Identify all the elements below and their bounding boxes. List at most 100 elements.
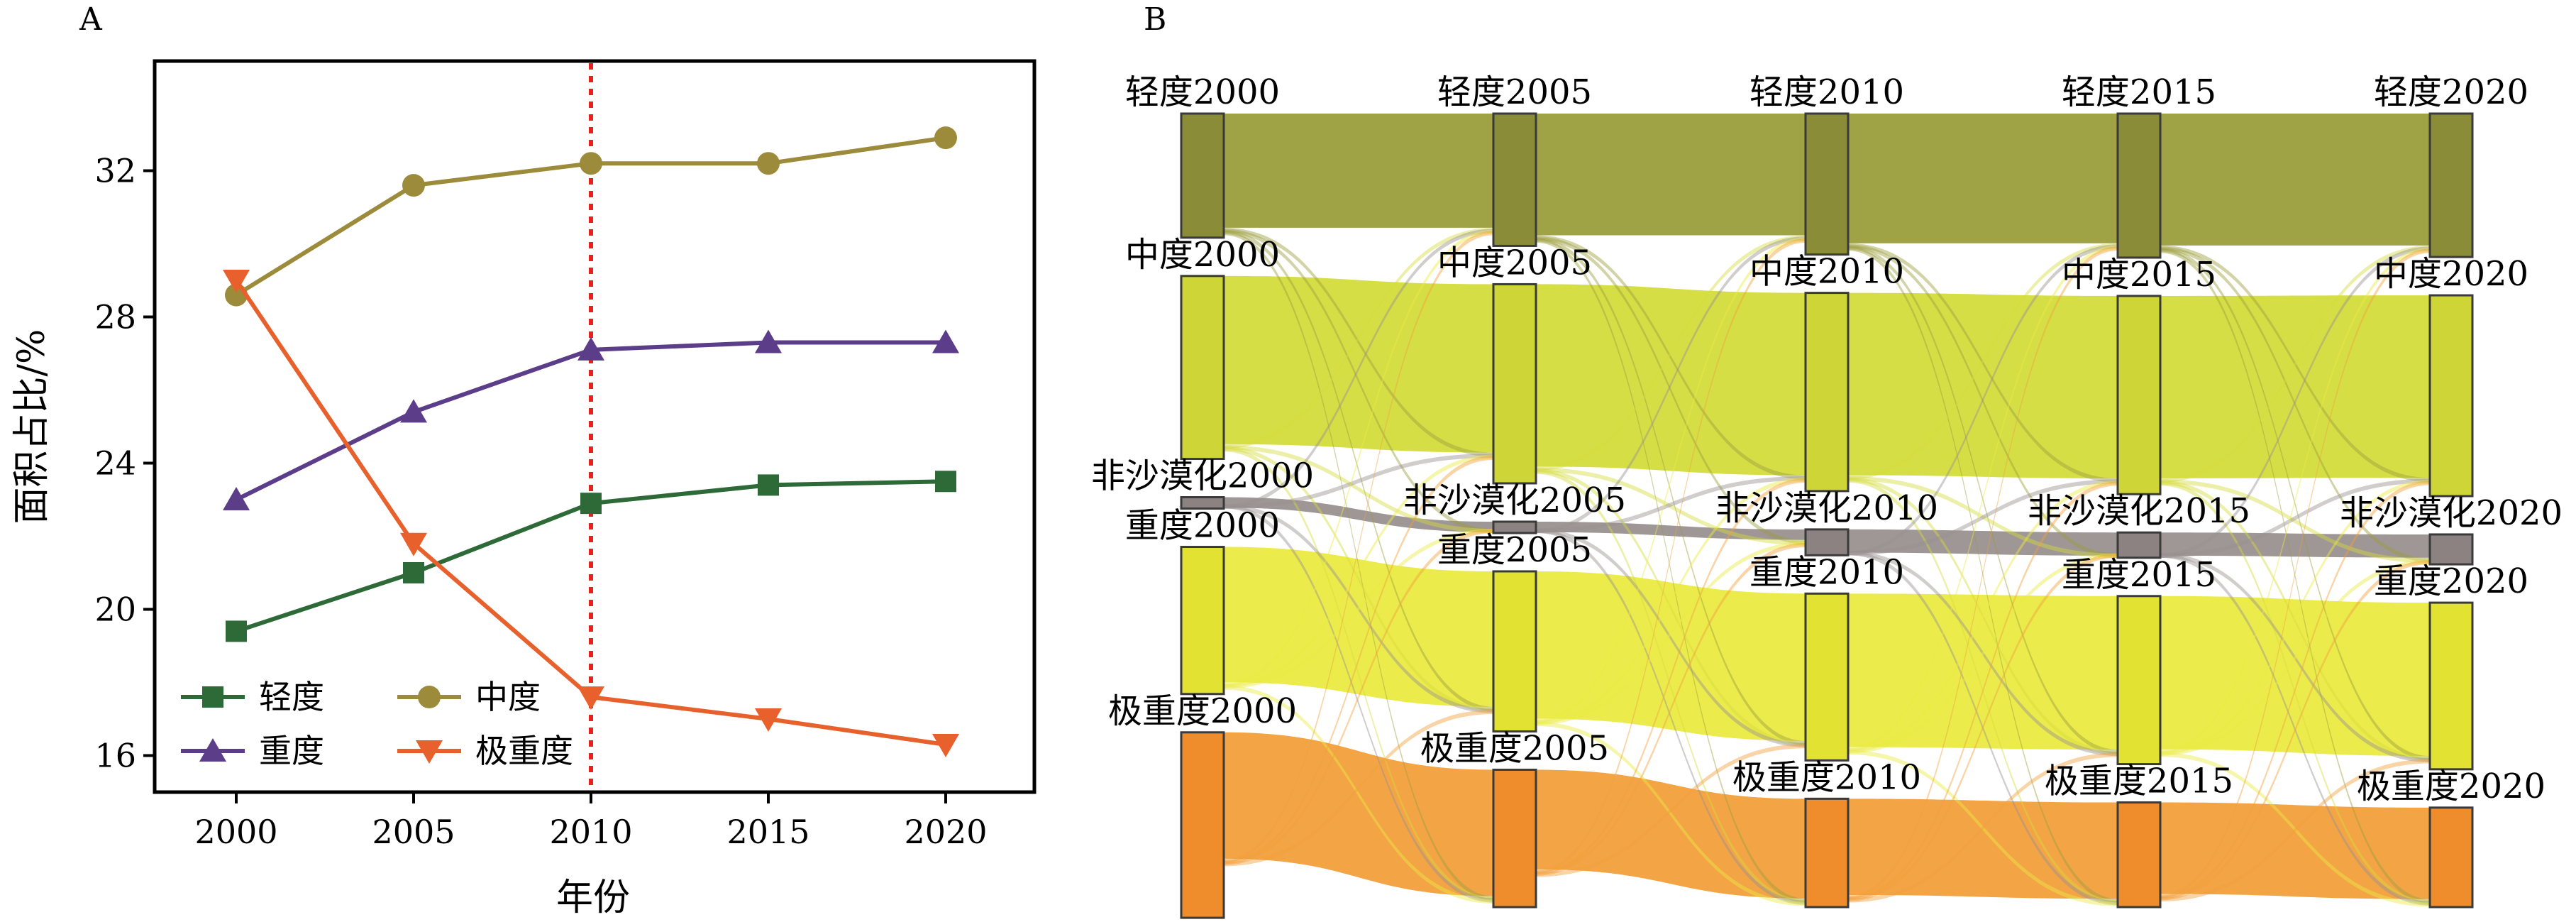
node-none-2000 xyxy=(1180,496,1225,510)
flow-moderate-to-light xyxy=(2160,245,2430,483)
node-label: 中度2005 xyxy=(1437,243,1592,282)
node-label: 极重度2010 xyxy=(1732,757,1921,797)
flow-light-to-severe xyxy=(2160,247,2430,761)
legend-item: 中度 xyxy=(397,678,541,716)
node-moderate-2015 xyxy=(2116,295,2162,495)
flow-light-to-extreme xyxy=(1224,231,1493,901)
flow-light-to-moderate xyxy=(1536,235,1806,480)
series-square xyxy=(226,471,956,642)
flow-light-to-light xyxy=(2160,114,2430,246)
node-label: 中度2020 xyxy=(2374,254,2528,294)
flow-none-to-extreme xyxy=(1536,528,1806,905)
flow-severe-to-none xyxy=(1848,553,2118,754)
flow-none-to-light xyxy=(1848,244,2118,556)
flow-moderate-to-extreme xyxy=(1848,478,2118,904)
flow-severe-to-severe xyxy=(1224,547,1493,707)
flow-extreme-to-extreme xyxy=(2160,802,2430,899)
data-point xyxy=(400,532,427,556)
flow-light-to-none xyxy=(1536,236,1806,544)
flow-light-to-none xyxy=(1848,244,2118,558)
node-moderate-2005 xyxy=(1492,282,1537,485)
flow-moderate-to-none xyxy=(1536,467,1806,546)
node-label: 重度2015 xyxy=(2062,555,2216,595)
series-triangle-down xyxy=(223,270,959,758)
flow-extreme-to-extreme xyxy=(1224,732,1493,896)
y-tick-label: 20 xyxy=(94,591,136,629)
node-extreme-2015 xyxy=(2116,801,2162,909)
node-label: 中度2000 xyxy=(1125,235,1280,275)
flow-extreme-to-light xyxy=(1224,231,1493,863)
x-tick-label: 2010 xyxy=(549,813,632,851)
flow-extreme-to-light xyxy=(1536,238,1806,874)
series-group xyxy=(223,126,959,758)
node-extreme-2020 xyxy=(2428,806,2474,909)
flow-extreme-to-none xyxy=(2160,560,2430,901)
flow-extreme-to-none xyxy=(1224,528,1493,865)
y-tick-label: 32 xyxy=(94,152,136,190)
flow-light-to-severe xyxy=(1536,237,1806,745)
node-none-2010 xyxy=(1804,528,1850,556)
flow-none-to-none xyxy=(2160,532,2430,558)
data-point xyxy=(755,708,782,732)
flow-none-to-severe xyxy=(2160,553,2430,763)
data-point xyxy=(932,734,959,758)
y-tick-label: 28 xyxy=(94,298,136,336)
flow-severe-to-light xyxy=(1848,245,2118,752)
flow-severe-to-moderate xyxy=(1224,454,1493,688)
flow-none-to-moderate xyxy=(1224,454,1493,509)
x-tick-label: 2000 xyxy=(194,813,277,851)
flow-none-to-moderate xyxy=(1848,479,2118,556)
flow-moderate-to-moderate xyxy=(1848,292,2118,478)
flow-extreme-to-moderate xyxy=(1536,478,1806,875)
flow-none-to-none xyxy=(1224,497,1493,532)
node-label: 重度2010 xyxy=(1749,552,1904,592)
node-moderate-2000 xyxy=(1180,275,1225,461)
legend-marker xyxy=(416,740,443,764)
flow-severe-to-moderate xyxy=(1848,480,2118,753)
flow-severe-to-extreme xyxy=(2160,752,2430,907)
data-point xyxy=(755,329,782,353)
legend-item: 重度 xyxy=(181,732,324,770)
flow-light-to-none xyxy=(1224,229,1493,533)
node-extreme-2000 xyxy=(1180,731,1225,919)
data-point xyxy=(403,562,424,583)
flow-moderate-to-light xyxy=(1224,227,1493,449)
flow-none-to-moderate xyxy=(1536,476,1806,533)
legend-marker xyxy=(199,738,226,762)
node-label: 重度2020 xyxy=(2374,561,2528,601)
flow-extreme-to-extreme xyxy=(1536,769,1806,899)
flow-severe-to-severe xyxy=(2160,596,2430,757)
flow-severe-to-light xyxy=(1224,229,1493,687)
flow-extreme-to-extreme xyxy=(1848,798,2118,899)
flow-severe-to-moderate xyxy=(2160,479,2430,755)
node-label: 轻度2010 xyxy=(1749,72,1904,112)
flow-moderate-to-severe xyxy=(2160,480,2430,762)
flow-moderate-to-none xyxy=(1848,476,2118,558)
flow-light-to-none xyxy=(2160,246,2430,562)
data-point xyxy=(577,686,604,710)
data-point xyxy=(757,152,780,175)
flow-moderate-to-extreme xyxy=(1536,469,1806,904)
node-label: 非沙漠化2015 xyxy=(2028,491,2250,531)
flow-severe-to-none xyxy=(1224,528,1493,689)
y-tick-label: 24 xyxy=(94,444,136,483)
node-light-2010 xyxy=(1804,112,1850,256)
data-point xyxy=(580,152,602,175)
node-label: 重度2005 xyxy=(1437,530,1592,570)
node-moderate-2010 xyxy=(1804,292,1850,493)
node-none-2015 xyxy=(2116,531,2162,559)
flow-extreme-to-severe xyxy=(1848,752,2118,903)
sankey-flows xyxy=(1224,114,2430,907)
node-light-2020 xyxy=(2428,112,2474,258)
data-point xyxy=(402,174,425,197)
panel-b-sankey: B 轻度2000中度2000非沙漠化2000重度2000极重度2000轻度200… xyxy=(1091,1,2563,919)
flow-extreme-to-light xyxy=(1848,246,2118,900)
flow-extreme-to-moderate xyxy=(1224,456,1493,865)
flow-none-to-severe xyxy=(1848,551,2118,757)
flow-moderate-to-moderate xyxy=(1536,284,1806,476)
flow-light-to-moderate xyxy=(1848,243,2118,483)
flow-none-to-severe xyxy=(1536,528,1806,747)
legend-marker xyxy=(202,686,223,708)
flow-moderate-to-none xyxy=(1224,445,1493,533)
